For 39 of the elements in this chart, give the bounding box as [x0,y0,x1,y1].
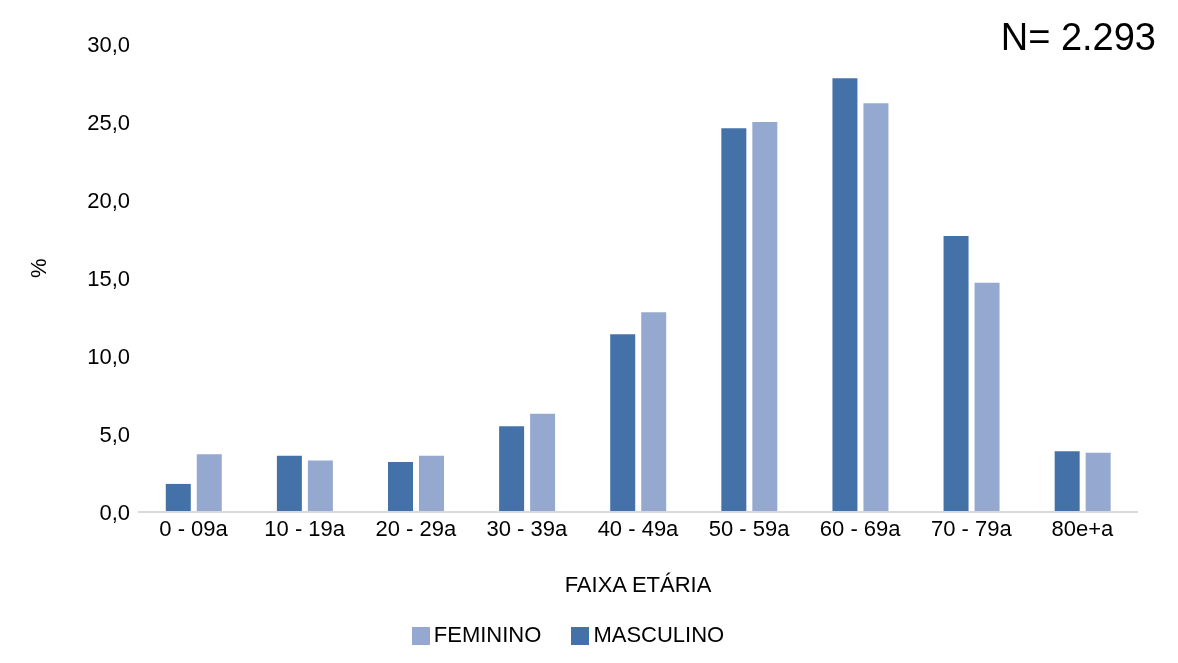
x-tick-label: 40 - 49a [597,515,680,541]
bar [1085,452,1111,512]
y-tick-label: 15,0 [87,265,130,291]
x-tick-label: 80e+a [1051,515,1115,541]
bar [499,426,525,512]
x-tick-label: 10 - 19a [264,515,346,541]
annotation: N= 2.293 [1000,16,1156,59]
x-tick-label: 0 - 09a [159,515,229,541]
bar [307,460,333,512]
x-tick-label: 30 - 39a [486,515,569,541]
bar [641,312,667,512]
x-tick-label: 60 - 69a [819,515,902,541]
y-tick-label: 0,0 [99,499,130,525]
bar [721,128,747,512]
y-tick-label: 20,0 [87,187,130,213]
y-axis-title: % [25,258,51,278]
bar [276,455,302,512]
bar [610,334,636,512]
bar [943,235,969,512]
bar [196,454,222,512]
bar [530,413,556,512]
bar [1054,451,1080,512]
x-axis-title: FAIXA ETÁRIA [564,572,712,597]
legend-label: MASCULINO [593,622,725,647]
x-tick-label: 70 - 79a [930,515,1013,541]
bar [388,462,413,512]
bar [832,78,858,512]
bar [752,122,778,512]
y-tick-label: 5,0 [99,421,130,447]
bar [974,282,1000,512]
y-tick-label: 30,0 [87,31,130,57]
bar [165,483,191,512]
y-tick-label: 25,0 [87,109,130,135]
y-tick-label: 10,0 [87,343,130,369]
bar [419,455,444,512]
bar [863,103,889,512]
x-tick-label: 50 - 59a [708,515,791,541]
legend-label: FEMININO [433,622,542,647]
x-tick-label: 20 - 29a [375,515,457,541]
